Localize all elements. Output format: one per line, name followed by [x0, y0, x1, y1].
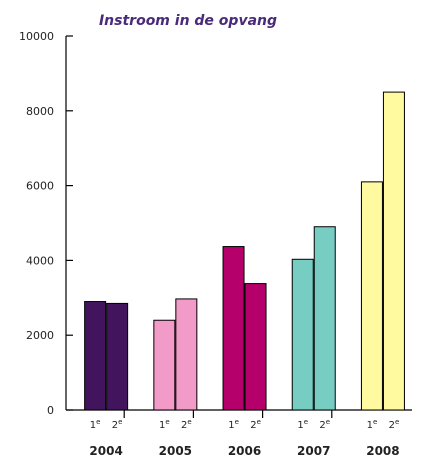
y-tick-label: 0: [47, 404, 54, 417]
y-tick-label: 2000: [26, 329, 54, 342]
y-tick-labels: 0 2000 4000 6000 8000 10000: [19, 30, 54, 417]
half-label: 1e: [367, 418, 378, 431]
bar-2005-2: [175, 298, 198, 411]
bar-2006-2: [244, 283, 267, 411]
half-label: 1e: [228, 418, 239, 431]
half-label: 2e: [250, 418, 261, 431]
year-label: 2006: [228, 444, 261, 458]
half-label: 1e: [90, 418, 101, 431]
y-tick-label: 8000: [26, 105, 54, 118]
chart-title: Instroom in de opvang: [99, 13, 277, 29]
bar-2004-1: [84, 301, 107, 411]
bars: [84, 91, 405, 411]
bar-2004-2: [106, 302, 129, 411]
y-tick-label: 6000: [26, 180, 54, 193]
year-label: 2008: [366, 444, 399, 458]
x-tick-labels: 1e 2e 2004 1e 2e 2005 1e 2e 2006 1e 2e 2007 1e 2e 2008: [89, 418, 399, 458]
half-label: 2e: [389, 418, 400, 431]
bar-2005-1: [153, 319, 176, 411]
half-label: 2e: [181, 418, 192, 431]
bar-2007-2: [313, 226, 336, 411]
bar-2007-1: [291, 258, 314, 411]
half-label: 2e: [112, 418, 123, 431]
half-label: 1e: [159, 418, 170, 431]
bar-2008-2: [382, 91, 405, 411]
year-label: 2007: [297, 444, 330, 458]
y-tick-label: 4000: [26, 254, 54, 267]
bar-2008-1: [360, 181, 383, 411]
bar-2006-1: [222, 246, 245, 411]
half-label: 1e: [297, 418, 308, 431]
y-tick-label: 10000: [19, 30, 54, 43]
year-label: 2004: [89, 444, 122, 458]
half-label: 2e: [319, 418, 330, 431]
year-label: 2005: [159, 444, 192, 458]
